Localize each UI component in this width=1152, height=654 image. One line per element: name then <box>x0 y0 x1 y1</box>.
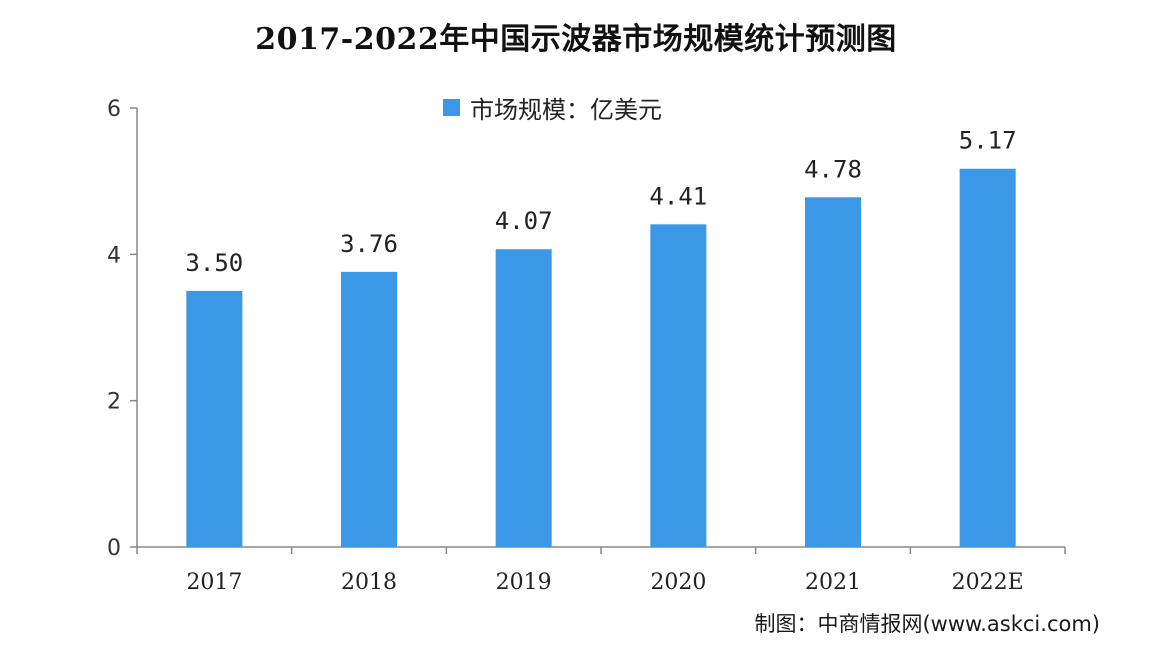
data-label: 4.41 <box>649 182 707 210</box>
bar <box>805 197 861 547</box>
legend-swatch <box>443 98 460 116</box>
x-tick-label: 2022E <box>952 570 1024 595</box>
source-credit: 制图：中商情报网(www.askci.com) <box>754 612 1100 636</box>
bar <box>186 290 243 547</box>
bar <box>341 271 397 547</box>
x-tick-label: 2019 <box>496 570 552 595</box>
y-tick-label: 6 <box>107 97 121 122</box>
x-tick-label: 2020 <box>650 570 706 595</box>
legend-label: 市场规模：亿美元 <box>470 95 662 124</box>
y-tick-label: 0 <box>107 536 121 561</box>
x-tick-label: 2021 <box>805 570 861 595</box>
data-label: 5.17 <box>959 127 1017 155</box>
y-tick-label: 4 <box>107 243 121 268</box>
data-label: 4.78 <box>804 155 862 183</box>
bar <box>495 249 552 547</box>
bar <box>650 224 707 547</box>
x-tick-label: 2017 <box>186 570 242 595</box>
bar <box>959 168 1016 547</box>
x-tick-label: 2018 <box>341 570 397 595</box>
data-label: 3.50 <box>185 249 243 277</box>
chart-title: 2017-2022年中国示波器市场规模统计预测图 <box>255 22 897 57</box>
legend: 市场规模：亿美元 <box>443 92 662 124</box>
data-label: 4.07 <box>495 207 553 235</box>
y-tick-label: 2 <box>107 390 121 415</box>
data-label: 3.76 <box>340 230 398 258</box>
